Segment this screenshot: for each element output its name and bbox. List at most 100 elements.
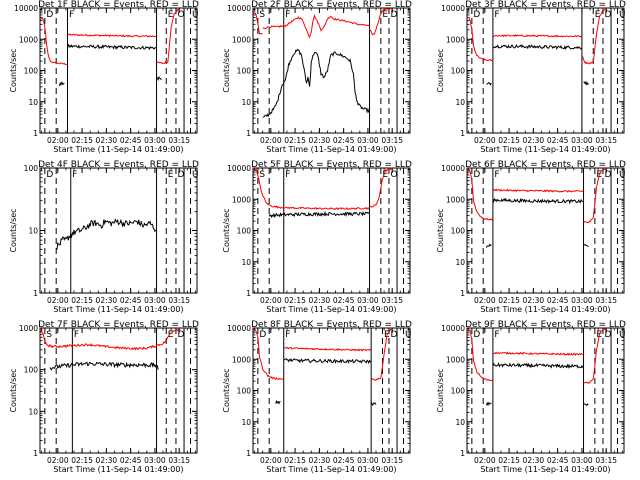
lld-series-line: [369, 167, 393, 208]
x-tick-label: 02:15: [71, 296, 93, 305]
x-tick-label: 03:15: [381, 296, 403, 305]
plot-frame: [39, 327, 198, 454]
y-axis-label: Counts/sec: [9, 368, 18, 412]
flag-letter: F: [72, 170, 77, 180]
x-tick-label: 02:30: [96, 456, 118, 465]
y-tick-label: 1: [33, 449, 38, 458]
panel-1: Det 1F BLACK = Events, RED = LLD 1 10 100 10…: [9, 0, 199, 154]
events-series-line: [268, 210, 370, 219]
flag-letter: S: [259, 170, 265, 180]
events-series-line: [156, 75, 162, 81]
y-tick-label: 1: [33, 289, 38, 298]
flag-letter: E: [595, 10, 601, 20]
y-tick-label: 10000: [227, 164, 251, 173]
lld-series-line: [156, 8, 180, 65]
flag-letter: E: [168, 170, 174, 180]
flag-letter: F: [285, 10, 290, 20]
panel-title: Det 2F BLACK = Events, RED = LLD: [251, 0, 412, 10]
x-tick-label: 02:45: [547, 296, 569, 305]
x-tick-label: 02:00: [474, 136, 496, 145]
events-series-line: [55, 218, 157, 251]
panel-2: Det 2F BLACK = Events, RED = LLD 1 10 100 10…: [222, 0, 412, 154]
x-tick-label: 02:00: [474, 456, 496, 465]
x-tick-label: 02:30: [309, 456, 331, 465]
y-tick-label: 100: [24, 67, 39, 76]
events-series-line: [486, 81, 492, 86]
flag-letter: E: [382, 170, 388, 180]
y-axis-label: Counts/sec: [222, 48, 231, 92]
x-tick-label: 02:30: [96, 296, 118, 305]
lld-series-line: [492, 351, 584, 356]
x-tick-label: 02:30: [309, 296, 331, 305]
y-tick-label: 1: [246, 129, 251, 138]
flag-letter: D: [259, 330, 266, 340]
lld-series-line: [156, 328, 180, 347]
y-tick-label: 10: [241, 258, 251, 267]
x-tick-label: 02:45: [120, 456, 142, 465]
x-tick-label: 03:00: [144, 136, 166, 145]
x-tick-label: 02:15: [71, 456, 93, 465]
lld-series-line: [581, 8, 607, 65]
y-axis-label: Counts/sec: [222, 208, 231, 252]
events-series-line: [583, 243, 589, 248]
flag-letter: D: [473, 10, 480, 20]
y-axis-label: Counts/sec: [9, 48, 18, 92]
events-series-line: [67, 43, 157, 51]
panel-6: Det 6F BLACK = Events, RED = LLD 1 10 100 10…: [436, 160, 626, 314]
flag-letter: U: [192, 170, 199, 180]
x-tick-label: 02:15: [498, 296, 520, 305]
events-series-line: [492, 43, 583, 51]
y-tick-label: 10: [455, 258, 465, 267]
flag-letter: S: [46, 330, 52, 340]
y-axis-label: Counts/sec: [436, 368, 445, 412]
y-tick-label: 100: [451, 387, 466, 396]
x-axis-label: Start Time (11-Sep-14 01:49:00): [480, 465, 610, 474]
x-tick-label: 03:00: [357, 456, 379, 465]
lld-series-line: [466, 168, 494, 221]
x-tick-label: 03:15: [595, 296, 617, 305]
flag-letter: D: [473, 330, 480, 340]
panel-title: Det 1F BLACK = Events, RED = LLD: [38, 0, 199, 10]
panel-8: Det 8F BLACK = Events, RED = LLD 1 10 100 10…: [222, 320, 412, 474]
x-tick-label: 03:15: [381, 456, 403, 465]
x-tick-label: 02:30: [523, 136, 545, 145]
y-tick-label: 1: [246, 449, 251, 458]
x-axis-label: Start Time (11-Sep-14 01:49:00): [266, 465, 396, 474]
x-tick-label: 02:30: [96, 136, 118, 145]
y-tick-label: 1000: [232, 35, 251, 44]
x-tick-label: 02:45: [547, 456, 569, 465]
x-tick-label: 02:15: [71, 136, 93, 145]
y-tick-label: 1: [460, 129, 465, 138]
x-tick-label: 03:00: [144, 296, 166, 305]
flag-letter: U: [405, 330, 412, 340]
y-tick-label: 1000: [232, 355, 251, 364]
x-axis-label: Start Time (11-Sep-14 01:49:00): [53, 465, 183, 474]
panel-9: Det 9F BLACK = Events, RED = LLD 1 10 100 10…: [436, 320, 626, 474]
x-axis-label: Start Time (11-Sep-14 01:49:00): [266, 145, 396, 154]
y-tick-label: 1: [460, 289, 465, 298]
x-tick-label: 02:00: [260, 136, 282, 145]
flag-letter: F: [494, 330, 499, 340]
y-axis-label: Counts/sec: [222, 368, 231, 412]
y-tick-label: 1: [33, 129, 38, 138]
panel-title: Det 5F BLACK = Events, RED = LLD: [251, 160, 412, 170]
flag-letter: F: [494, 10, 499, 20]
y-tick-label: 1000: [232, 195, 251, 204]
lld-series-line: [492, 34, 582, 38]
flag-letter: E: [168, 330, 174, 340]
lld-series-line: [262, 13, 370, 39]
flag-letter: U: [192, 10, 199, 20]
panel-title: Det 3F BLACK = Events, RED = LLD: [465, 0, 626, 10]
lld-series-line: [67, 33, 157, 38]
y-tick-label: 10: [28, 98, 38, 107]
events-series-line: [370, 401, 377, 406]
flag-letter: F: [69, 10, 74, 20]
events-series-line: [262, 48, 370, 118]
events-series-line: [58, 80, 65, 87]
lld-series-line: [467, 16, 494, 62]
flag-letter: F: [494, 170, 499, 180]
x-tick-label: 03:00: [144, 456, 166, 465]
y-tick-label: 10: [241, 98, 251, 107]
flag-letter: E: [168, 10, 174, 20]
x-tick-label: 02:30: [523, 456, 545, 465]
